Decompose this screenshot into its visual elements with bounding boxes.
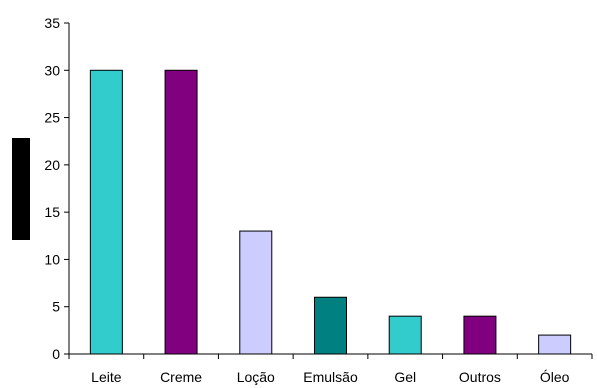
y-tick-label: 0 [52,346,60,362]
chart-tick-labels: 0 5 10 15 20 25 30 35 Leite Creme Loção Emulsão Gel O… [44,15,569,385]
y-axis-label-redacted [12,138,30,240]
y-tick-label: 30 [44,62,60,78]
bar-creme [164,69,198,355]
x-tick-label: Creme [160,369,202,385]
y-tick-label: 10 [44,251,60,267]
x-tick-label: Óleo [540,369,570,385]
bar-outros [463,315,497,355]
bar-gel [388,315,422,355]
y-tick-label: 15 [44,204,60,220]
y-tick-label: 25 [44,110,60,126]
bar-loção [239,230,273,355]
chart-bars [89,69,572,355]
bar-óleo [538,334,572,355]
bar-leite [89,69,123,355]
y-tick-label: 5 [52,299,60,315]
y-tick-label: 35 [44,15,60,31]
x-tick-label: Outros [459,369,501,385]
x-tick-label: Emulsão [303,369,358,385]
x-tick-label: Loção [237,369,275,385]
x-tick-label: Gel [394,369,416,385]
x-tick-label: Leite [91,369,122,385]
y-tick-label: 20 [44,157,60,173]
bar-emulsão [314,296,347,355]
